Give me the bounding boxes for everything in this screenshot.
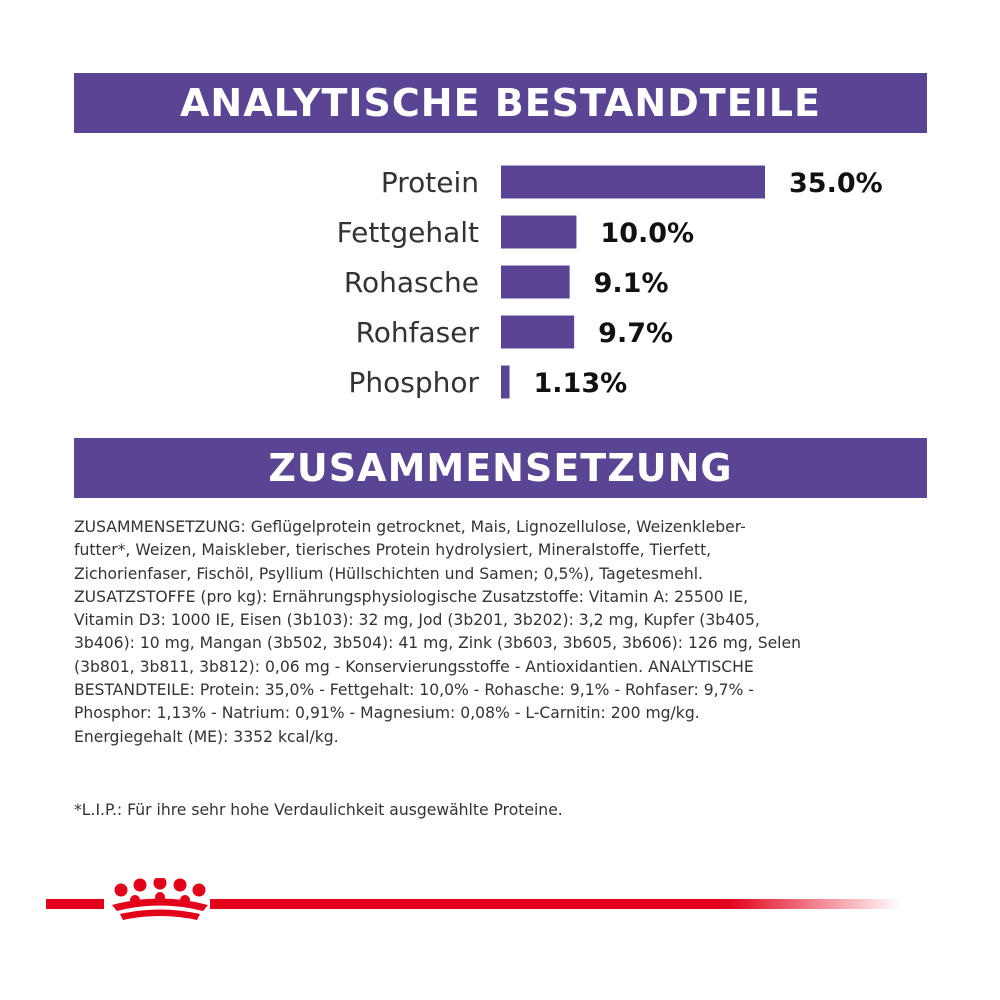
analytic-section-header: ANALYTISCHE BESTANDTEILE [74,73,927,133]
category-label: Phosphor [348,366,479,399]
composition-line: futter*, Weizen, Maiskleber, tierisches … [74,541,712,560]
value-label: 35.0% [789,168,883,199]
bar-protein [501,165,765,199]
value-label: 9.1% [594,268,669,299]
brand-line-left [46,899,104,909]
nutrient-bar-chart: Protein 35.0% Fettgehalt 10.0% Rohasche 9.1% R… [337,165,883,399]
composition-line: ZUSATZSTOFFE (pro kg): Ernährungsphysiol… [74,587,749,606]
value-label: 10.0% [600,218,694,249]
composition-line: BESTANDTEILE: Protein: 35,0% - Fettgehal… [74,681,754,700]
composition-line: Zichorienfaser, Fischöl, Psyllium (Hülls… [74,564,703,583]
composition-section-header: ZUSAMMENSETZUNG [74,438,927,498]
bar-fettgehalt [501,215,577,249]
value-label: 9.7% [598,318,673,349]
bar-phosphor [501,365,510,399]
bar-rohasche [501,265,570,299]
composition-section-title: ZUSAMMENSETZUNG [268,446,733,490]
composition-line: Energiegehalt (ME): 3352 kcal/kg. [74,727,339,746]
composition-line: Vitamin D3: 1000 IE, Eisen (3b103): 32 m… [74,611,760,630]
composition-line: 3b406): 10 mg, Mangan (3b502, 3b504): 41… [74,634,801,653]
category-label: Fettgehalt [337,216,479,249]
value-label: 1.13% [534,368,628,399]
composition-line: Phosphor: 1,13% - Natrium: 0,91% - Magne… [74,704,700,723]
brand-line-right [210,899,900,909]
composition-line: ZUSAMMENSETZUNG: Geflügelprotein getrock… [74,518,746,536]
footnote: *L.I.P.: Für ihre sehr hohe Verdaulichke… [74,801,563,819]
crown-icon [112,878,208,920]
category-label: Protein [381,166,479,199]
composition-text: ZUSAMMENSETZUNG: Geflügelprotein getrock… [74,516,934,749]
analytic-section-title: ANALYTISCHE BESTANDTEILE [180,81,821,125]
bar-rohfaser [501,315,575,349]
category-label: Rohfaser [356,316,480,349]
composition-line: (3b801, 3b811, 3b812): 0,06 mg - Konserv… [74,657,754,676]
brand-line [46,878,900,920]
category-label: Rohasche [344,266,479,299]
